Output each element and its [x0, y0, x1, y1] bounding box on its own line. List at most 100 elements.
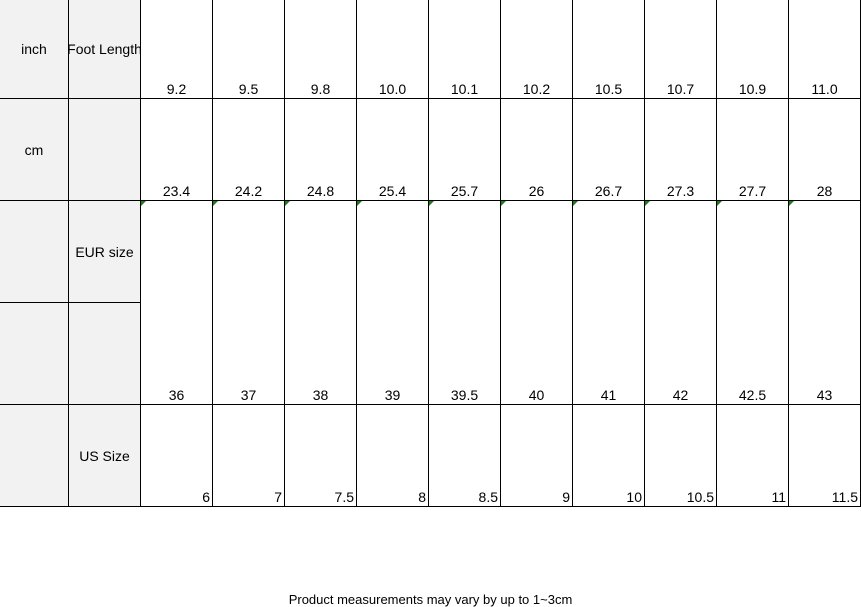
us-value-cell: 11 — [717, 405, 789, 507]
us-value-cell: 7.5 — [285, 405, 357, 507]
eur-value-cell-text: 37 — [240, 387, 257, 403]
us-value-cell: 8 — [357, 405, 429, 507]
inch-value-cell-text: 9.8 — [310, 81, 331, 97]
cm-value-cell-text: 25.7 — [450, 183, 479, 199]
inch-value-cell: 10.5 — [573, 0, 645, 99]
eur-value-cell: 38 — [285, 201, 357, 405]
comment-marker-icon — [789, 201, 794, 206]
row-header-cm — [69, 99, 141, 201]
cm-value-cell: 24.2 — [213, 99, 285, 201]
cm-value-cell: 27.7 — [717, 99, 789, 201]
us-value-cell-text: 8.5 — [478, 489, 498, 505]
eur-value-cell-text: 40 — [528, 387, 545, 403]
inch-value-cell: 10.7 — [645, 0, 717, 99]
comment-marker-icon — [357, 201, 362, 206]
cm-value-cell-text: 28 — [816, 183, 833, 199]
row-label-cm: cm — [0, 99, 69, 201]
eur-value-cell: 42.5 — [717, 201, 789, 405]
comment-marker-icon — [573, 201, 578, 206]
inch-value-cell: 10.1 — [429, 0, 501, 99]
inch-value-cell-text: 10.1 — [450, 81, 479, 97]
cm-value-cell: 23.4 — [141, 99, 213, 201]
inch-value-cell: 10.0 — [357, 0, 429, 99]
row-label-inch-text: inch — [21, 41, 47, 57]
row-label-blank — [0, 303, 69, 405]
row-label-eur — [0, 201, 69, 303]
us-value-cell-text: 11.5 — [831, 489, 858, 505]
cm-value-cell: 28 — [789, 99, 861, 201]
us-value-cell: 8.5 — [429, 405, 501, 507]
eur-value-cell: 43 — [789, 201, 861, 405]
us-value-cell-text: 7 — [274, 489, 282, 505]
us-value-cell-text: 11 — [771, 489, 786, 505]
row-label-inch: inch — [0, 0, 69, 99]
us-value-cell: 10.5 — [645, 405, 717, 507]
cm-value-cell-text: 23.4 — [162, 183, 191, 199]
us-value-cell: 10 — [573, 405, 645, 507]
us-value-cell-text: 10 — [626, 489, 642, 505]
comment-marker-icon — [717, 201, 722, 206]
us-value-cell: 6 — [141, 405, 213, 507]
cm-value-cell-text: 24.2 — [234, 183, 263, 199]
eur-value-cell: 37 — [213, 201, 285, 405]
row-header-inch-text: Foot Length — [69, 41, 141, 57]
eur-value-cell-text: 41 — [600, 387, 617, 403]
inch-value-cell: 10.9 — [717, 0, 789, 99]
us-value-cell: 11.5 — [789, 405, 861, 507]
eur-value-cell-text: 42.5 — [738, 387, 767, 403]
eur-value-cell-text: 43 — [816, 387, 833, 403]
cm-value-cell-text: 27.3 — [666, 183, 695, 199]
cm-value-cell: 25.4 — [357, 99, 429, 201]
comment-marker-icon — [645, 201, 650, 206]
cm-value-cell-text: 27.7 — [738, 183, 767, 199]
eur-value-cell: 40 — [501, 201, 573, 405]
inch-value-cell-text: 10.7 — [666, 81, 695, 97]
inch-value-cell-text: 10.2 — [522, 81, 551, 97]
inch-value-cell: 9.8 — [285, 0, 357, 99]
row-header-us: US Size — [69, 405, 141, 507]
cm-value-cell-text: 24.8 — [306, 183, 335, 199]
eur-value-cell: 41 — [573, 201, 645, 405]
cm-value-cell-text: 26.7 — [594, 183, 623, 199]
us-value-cell-text: 8 — [418, 489, 426, 505]
us-value-cell-text: 6 — [202, 489, 210, 505]
comment-marker-icon — [501, 201, 506, 206]
row-header-eur-text: EUR size — [75, 243, 134, 260]
eur-value-cell: 39.5 — [429, 201, 501, 405]
inch-value-cell: 10.2 — [501, 0, 573, 99]
inch-value-cell-text: 9.5 — [238, 81, 259, 97]
inch-value-cell: 9.2 — [141, 0, 213, 99]
inch-value-cell-text: 10.9 — [738, 81, 767, 97]
inch-value-cell-text: 10.5 — [594, 81, 623, 97]
row-header-us-text: US Size — [79, 447, 130, 464]
comment-marker-icon — [213, 201, 218, 206]
eur-value-cell: 36 — [141, 201, 213, 405]
cm-value-cell: 26.7 — [573, 99, 645, 201]
cm-value-cell: 25.7 — [429, 99, 501, 201]
cm-value-cell: 26 — [501, 99, 573, 201]
inch-value-cell-text: 10.0 — [378, 81, 407, 97]
cm-value-cell: 24.8 — [285, 99, 357, 201]
us-value-cell-text: 7.5 — [334, 489, 354, 505]
eur-value-cell-text: 36 — [168, 387, 185, 403]
inch-value-cell: 9.5 — [213, 0, 285, 99]
row-header-eur: EUR size — [69, 201, 141, 303]
row-header-inch: Foot Length — [69, 0, 141, 99]
comment-marker-icon — [285, 201, 290, 206]
eur-value-cell-text: 39.5 — [450, 387, 479, 403]
row-label-us — [0, 405, 69, 507]
cm-value-cell-text: 26 — [528, 183, 545, 199]
eur-value-cell-text: 42 — [672, 387, 689, 403]
comment-marker-icon — [141, 201, 146, 206]
cm-value-cell-text: 25.4 — [378, 183, 407, 199]
row-header-blank — [69, 303, 141, 405]
footer-note: Product measurements may vary by up to 1… — [288, 592, 573, 607]
us-value-cell: 7 — [213, 405, 285, 507]
us-value-cell-text: 9 — [562, 489, 570, 505]
us-value-cell: 9 — [501, 405, 573, 507]
cm-value-cell: 27.3 — [645, 99, 717, 201]
eur-value-cell: 42 — [645, 201, 717, 405]
row-label-cm-text: cm — [24, 141, 44, 158]
eur-value-cell-text: 39 — [384, 387, 401, 403]
comment-marker-icon — [429, 201, 434, 206]
